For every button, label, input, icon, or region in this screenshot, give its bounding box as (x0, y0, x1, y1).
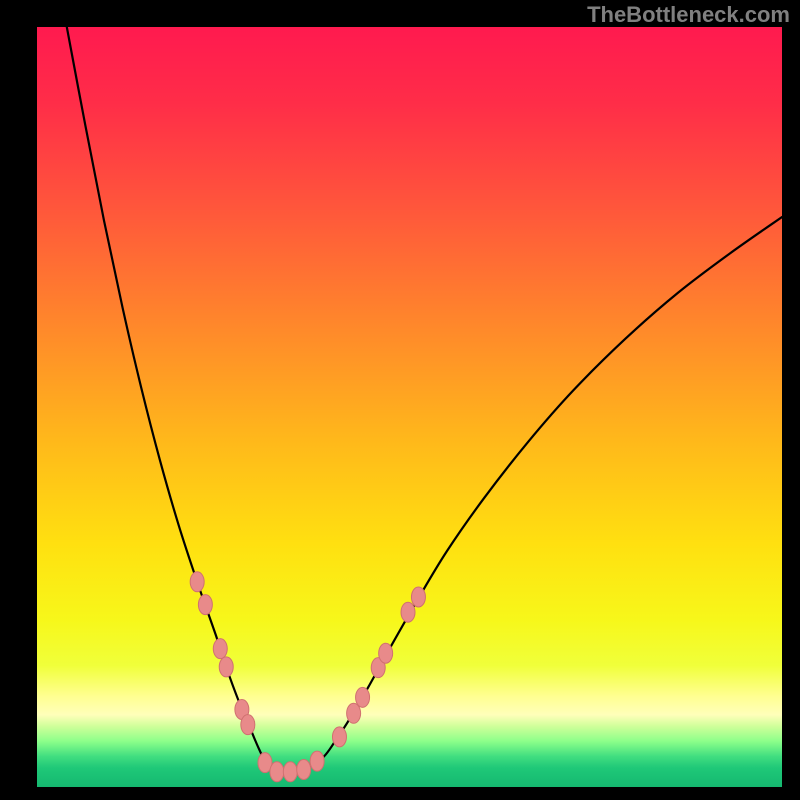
curve-marker (379, 643, 393, 663)
curve-marker (213, 639, 227, 659)
curve-marker (219, 657, 233, 677)
chart-plot-area (37, 27, 782, 787)
curve-marker (332, 727, 346, 747)
curve-marker (347, 703, 361, 723)
curve-marker (283, 762, 297, 782)
curve-marker (401, 602, 415, 622)
curve-marker (270, 762, 284, 782)
curve-marker (297, 760, 311, 780)
curve-marker (310, 751, 324, 771)
curve-marker (411, 587, 425, 607)
chart-curve-layer (37, 27, 782, 787)
curve-marker (190, 572, 204, 592)
curve-marker (198, 595, 212, 615)
bottleneck-curve (67, 27, 782, 772)
marker-group (190, 572, 425, 782)
watermark-text: TheBottleneck.com (587, 2, 790, 28)
curve-marker (241, 715, 255, 735)
curve-marker (356, 687, 370, 707)
